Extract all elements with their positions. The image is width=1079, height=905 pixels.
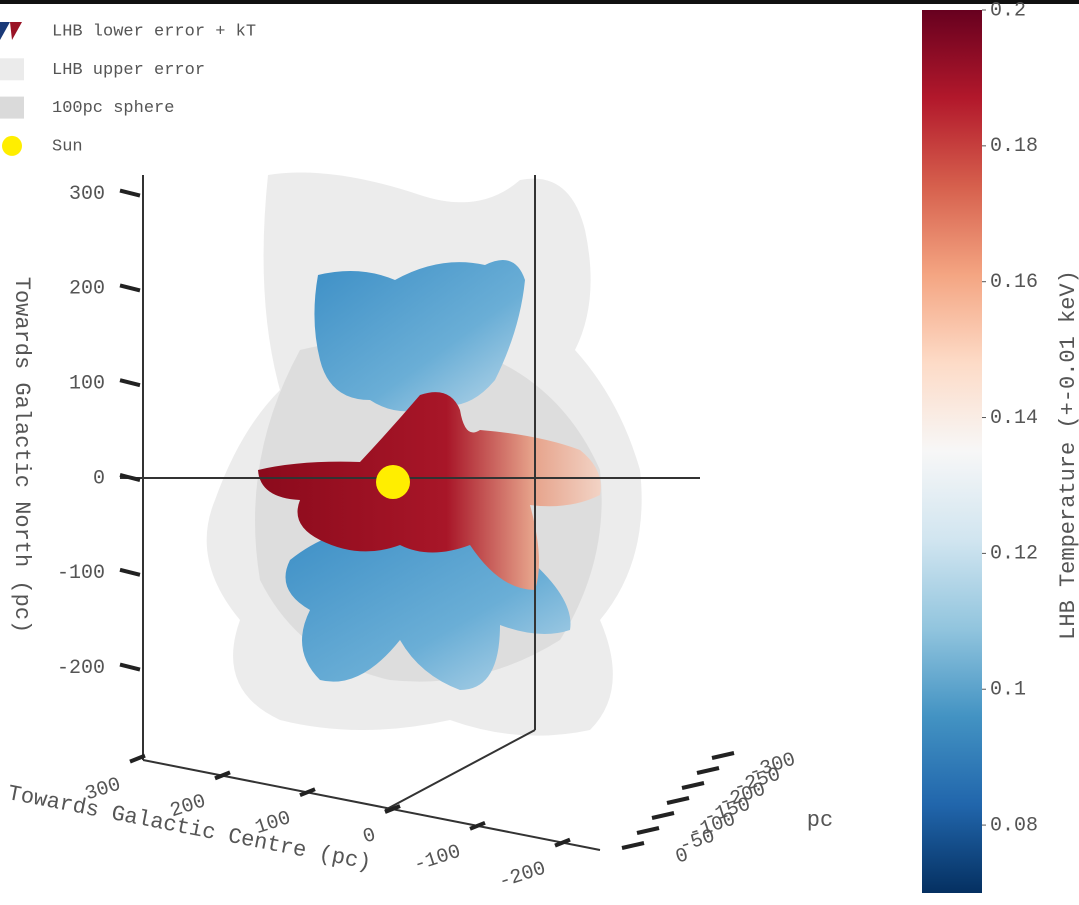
x-tick xyxy=(384,804,401,814)
y-tick xyxy=(621,841,645,850)
y-tick xyxy=(681,781,705,790)
z-tick xyxy=(119,473,141,482)
z-tick xyxy=(119,567,141,577)
z-tick-label: 300 xyxy=(69,183,105,206)
colorbar-tick-label: 0.18 xyxy=(990,135,1038,158)
legend-label: Sun xyxy=(52,137,83,156)
colorbar-title: LHB Temperature (+-0.01 keV) xyxy=(1056,270,1079,640)
colorbar-tick-label: 0.12 xyxy=(990,543,1038,566)
x-tick-label: 0 xyxy=(360,824,379,850)
z-tick-label: -200 xyxy=(57,657,105,680)
legend-label: LHB lower error + kT xyxy=(52,22,256,41)
z-tick-label: -100 xyxy=(57,562,105,585)
sun-marker xyxy=(376,465,410,499)
colorbar-tick-label: 0.14 xyxy=(990,407,1038,430)
z-tick xyxy=(119,188,141,198)
colorbar-tick-label: 0.16 xyxy=(990,271,1038,294)
y-tick xyxy=(636,826,660,835)
x-tick xyxy=(469,820,486,831)
legend-icon xyxy=(0,22,10,40)
z-tick-label: 200 xyxy=(69,278,105,301)
y-tick xyxy=(711,751,735,760)
x-tick-label: -200 xyxy=(496,857,549,894)
y-tick xyxy=(666,796,690,805)
z-tick xyxy=(119,283,141,293)
colorbar-tick-label: 0.08 xyxy=(990,814,1038,837)
z-tick-label: 0 xyxy=(93,467,105,490)
legend-label: LHB upper error xyxy=(52,61,205,80)
colorbar-tick-label: 0.2 xyxy=(990,0,1026,22)
frame-line xyxy=(384,729,536,811)
colorbar-tick-label: 0.1 xyxy=(990,679,1026,702)
legend-icon xyxy=(2,135,22,156)
x-tick xyxy=(214,770,231,781)
legend-icon xyxy=(0,58,24,81)
x-tick-label: -100 xyxy=(411,841,464,878)
top-bar xyxy=(0,0,1079,4)
x-tick xyxy=(129,753,146,764)
z-tick xyxy=(119,662,141,672)
y-tick xyxy=(696,766,720,775)
z-axis-title: Towards Galactic North (pc) xyxy=(9,277,34,633)
y-axis-title: pc xyxy=(807,808,833,833)
legend-icon xyxy=(10,22,22,40)
x-tick xyxy=(554,837,571,848)
lower-error-kt-surface xyxy=(258,392,601,590)
upper-lobe xyxy=(314,260,525,412)
z-tick-label: 100 xyxy=(69,372,105,395)
z-tick xyxy=(119,378,141,388)
legend-label: 100pc sphere xyxy=(52,99,174,118)
y-tick xyxy=(651,811,675,820)
x-tick xyxy=(299,787,316,798)
legend-icon xyxy=(0,96,24,119)
colorbar xyxy=(922,10,982,893)
